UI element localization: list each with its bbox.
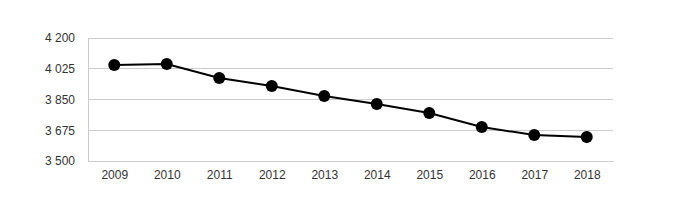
x-tick: 2014 xyxy=(364,161,391,182)
x-tick-label: 2014 xyxy=(364,168,391,182)
y-tick: 4 200 xyxy=(45,31,88,45)
point xyxy=(371,98,383,110)
x-tick: 2016 xyxy=(469,161,496,182)
y-axis: 3 500 3 675 3 850 4 025 4 200 xyxy=(45,31,89,168)
x-tick-label: 2013 xyxy=(311,168,338,182)
chart-svg: 3 500 3 675 3 850 4 025 4 200 2009 2010 2011 201… xyxy=(0,0,700,200)
point xyxy=(161,58,173,70)
point xyxy=(528,129,540,141)
x-tick-label: 2017 xyxy=(521,168,548,182)
x-tick: 2017 xyxy=(521,161,548,182)
x-tick: 2015 xyxy=(416,161,443,182)
x-axis: 2009 2010 2011 2012 2013 2014 2015 2016 2017 2018 xyxy=(89,161,614,182)
chart-container: 3 500 3 675 3 850 4 025 4 200 2009 2010 2011 201… xyxy=(0,0,700,200)
x-tick: 2013 xyxy=(311,161,338,182)
x-tick: 2018 xyxy=(574,161,601,182)
grid-line xyxy=(88,161,613,162)
x-tick-label: 2018 xyxy=(574,168,601,182)
y-tick-label: 4 025 xyxy=(45,62,75,76)
y-tick: 3 675 xyxy=(45,124,88,138)
x-tick: 2010 xyxy=(154,161,181,182)
y-tick: 3 500 xyxy=(45,154,88,168)
x-tick: 2011 xyxy=(207,161,233,182)
y-axis-line xyxy=(88,39,89,162)
grid xyxy=(88,38,613,161)
x-tick-label: 2016 xyxy=(469,168,496,182)
y-tick-label: 3 850 xyxy=(45,93,75,107)
x-tick-label: 2010 xyxy=(154,168,181,182)
y-tick: 4 025 xyxy=(45,62,88,76)
point xyxy=(108,59,120,71)
x-axis-line xyxy=(89,161,614,162)
point xyxy=(476,121,488,133)
point xyxy=(581,131,593,143)
point xyxy=(213,72,225,84)
y-tick-label: 3 675 xyxy=(45,124,75,138)
x-tick: 2012 xyxy=(259,161,286,182)
y-tick-label: 4 200 xyxy=(45,31,75,45)
x-tick-label: 2015 xyxy=(416,168,443,182)
x-tick-label: 2009 xyxy=(101,168,128,182)
plot-area: 3 500 3 675 3 850 4 025 4 200 2009 2010 2011 201… xyxy=(45,31,614,181)
x-tick: 2009 xyxy=(101,161,128,182)
point xyxy=(266,80,278,92)
series xyxy=(108,58,593,143)
grid-line xyxy=(88,38,613,39)
x-tick-label: 2011 xyxy=(207,168,233,182)
point xyxy=(318,90,330,102)
x-tick-label: 2012 xyxy=(259,168,286,182)
y-tick: 3 850 xyxy=(45,93,88,107)
line xyxy=(114,64,587,137)
y-tick-label: 3 500 xyxy=(45,154,75,168)
point xyxy=(423,107,435,119)
